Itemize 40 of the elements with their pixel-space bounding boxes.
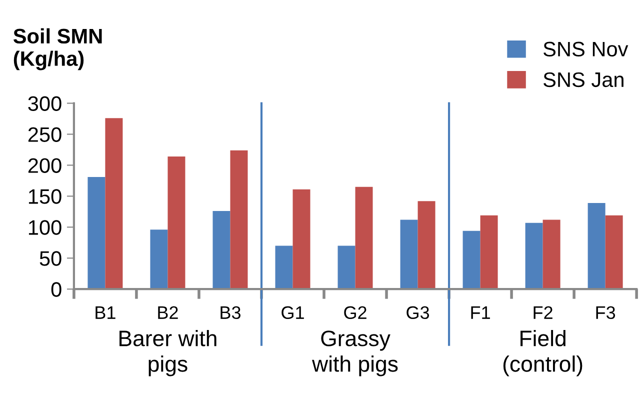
y-tick-label: 150 [28,189,62,204]
bar [525,222,543,290]
y-tick-label: 300 [28,96,62,112]
bar [292,189,310,290]
bar [480,215,498,290]
y-tick-label: 100 [28,220,62,235]
y-tick-label: 200 [28,158,62,173]
y-tick-label: 0 [51,282,62,297]
bar [275,246,293,290]
y-tick-label: 50 [40,251,62,266]
bar [605,215,623,290]
bar [542,220,560,290]
x-tick-label: B1 [96,306,116,319]
bar [338,246,356,290]
x-tick-label: B2 [158,306,178,319]
bar [105,118,123,290]
x-tick-label: F3 [596,306,616,320]
x-tick-label: B3 [220,306,240,320]
x-tick-label: F1 [471,306,490,319]
legend-label: SNS Jan [544,72,624,88]
bar [355,186,373,290]
legend-label: SNS Nov [544,42,628,57]
bar [230,150,248,290]
x-tick-label: G1 [282,306,304,320]
bar [150,230,168,290]
x-tick-label: G2 [344,306,366,320]
y-tick-label: 250 [28,127,62,142]
bar [418,201,436,290]
y-axis-title: Soil SMN (Kg/ha) [13,28,102,70]
x-tick-label: F2 [534,306,552,319]
bar [462,230,480,290]
x-tick-label: G3 [406,306,430,320]
bar [588,202,606,290]
bar [212,211,230,290]
text: Barer with pigs [120,330,216,376]
text: Field (control) [503,330,582,376]
text: Grassy with pigs [312,330,398,376]
bar [400,220,418,290]
bar [88,176,106,290]
bar [168,156,186,290]
